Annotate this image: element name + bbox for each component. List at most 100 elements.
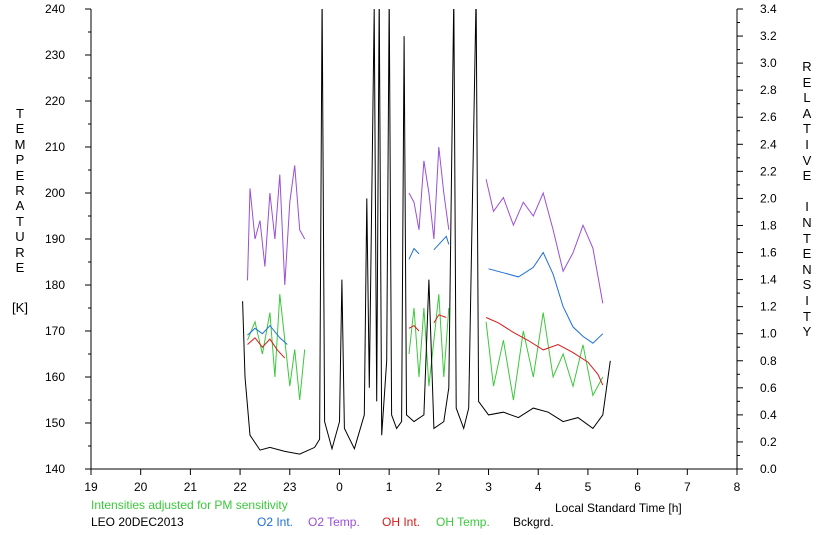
axis-label-letter: I: [805, 292, 809, 308]
axis-label-letter: [798, 184, 816, 200]
right-tick-label: 1.8: [760, 218, 777, 232]
axis-label-letter: A: [802, 105, 812, 121]
left-tick-label: 140: [45, 462, 65, 476]
x-tick-label: 19: [84, 480, 98, 494]
legend-item: O2 Temp.: [308, 515, 360, 529]
left-tick-label: 240: [45, 2, 65, 16]
x-tick-label: 0: [336, 480, 343, 494]
x-tick-label: 20: [134, 480, 148, 494]
left-axis-ticks: 140 150 160 170 180 190 200 210 220 230 240: [45, 2, 91, 476]
left-tick-label: 150: [45, 416, 65, 430]
right-tick-label: 0.2: [760, 435, 777, 449]
axis-label-letter: E: [15, 167, 25, 183]
x-tick-label: 22: [233, 480, 247, 494]
x-tick-label: 23: [283, 480, 297, 494]
station-date: LEO 20DEC2013: [91, 515, 184, 529]
axis-label-letter: A: [15, 198, 25, 214]
right-tick-label: 0.4: [760, 408, 777, 422]
series-line-o2-temp: [408, 146, 450, 240]
axis-label-letter: E: [15, 121, 25, 137]
axis-label-letter: R: [15, 244, 25, 260]
right-tick-label: 3.4: [760, 2, 777, 16]
x-tick-label: 6: [634, 480, 641, 494]
axis-label-letter: R: [802, 59, 812, 74]
right-tick-label: 2.4: [760, 137, 777, 151]
right-tick-label: 3.2: [760, 29, 777, 43]
axis-label-letter: L: [803, 90, 811, 106]
axis-label-letter: T: [16, 106, 24, 121]
right-tick-label: 1.0: [760, 327, 777, 341]
axis-label-letter: M: [14, 136, 26, 152]
axis-label-letter: R: [15, 182, 25, 198]
series-line-oh-temp: [485, 312, 604, 401]
right-axis-ticks: 0.0 0.2 0.4 0.6 0.8 1.0 1.2 1.4 1.6 1.8 2.0 2.2 2.4 2…: [737, 2, 777, 476]
left-tick-label: 220: [45, 94, 65, 108]
left-tick-label: 200: [45, 186, 65, 200]
axis-label-letter: Y: [802, 324, 812, 340]
axis-label-letter: N: [802, 214, 812, 230]
series-line-oh-temp: [408, 294, 450, 387]
series-line-o2-int: [488, 251, 604, 344]
axis-label-letter: V: [802, 152, 812, 168]
series-line-o2-int: [247, 324, 288, 345]
right-tick-label: 0.0: [760, 462, 777, 476]
x-tick-label: 7: [684, 480, 691, 494]
right-tick-label: 3.0: [760, 56, 777, 70]
axis-label-letter: E: [802, 74, 812, 90]
legend-item: OH Temp.: [436, 515, 490, 529]
right-tick-label: 1.6: [760, 246, 777, 260]
series-line-oh-int: [433, 314, 447, 324]
left-tick-label: 210: [45, 140, 65, 154]
axis-label-letter: N: [802, 261, 812, 277]
legend-item: O2 Int.: [257, 515, 294, 529]
left-tick-label: 230: [45, 48, 65, 62]
x-tick-label: 4: [535, 480, 542, 494]
axis-label-letter: T: [16, 213, 24, 229]
series-line-bckgrd: [242, 9, 611, 455]
series-line-oh-int: [247, 337, 286, 359]
left-tick-label: 160: [45, 370, 65, 384]
right-tick-label: 2.6: [760, 110, 777, 124]
axis-label-letter: S: [802, 277, 812, 293]
x-tick-label: 3: [485, 480, 492, 494]
plot-frame: [90, 9, 738, 470]
series-line-oh-int: [485, 317, 604, 386]
axis-label-letter: U: [15, 229, 25, 245]
right-tick-label: 0.6: [760, 381, 777, 395]
axis-label-letter: T: [803, 230, 811, 246]
axis-label-letter: I: [805, 199, 809, 215]
x-tick-label: 2: [436, 480, 443, 494]
left-axis-unit: [K]: [12, 300, 28, 315]
right-tick-label: 2.2: [760, 164, 777, 178]
x-axis-label: Local Standard Time [h]: [555, 501, 682, 515]
left-tick-label: 170: [45, 324, 65, 338]
left-tick-label: 180: [45, 278, 65, 292]
axis-label-letter: P: [15, 152, 25, 168]
right-tick-label: 1.4: [760, 273, 777, 287]
axis-label-letter: T: [803, 308, 811, 324]
legend-item: Bckgrd.: [513, 515, 554, 529]
series-lines: [242, 9, 611, 455]
right-tick-label: 2.8: [760, 83, 777, 97]
x-tick-label: 1: [386, 480, 393, 494]
series-line-o2-temp: [247, 165, 306, 286]
x-tick-label: 5: [585, 480, 592, 494]
legend-item: OH Int.: [382, 515, 421, 529]
axis-label-letter: E: [802, 246, 812, 262]
sensitivity-note: Intensities adjusted for PM sensitivity: [91, 498, 288, 512]
x-axis-ticks: 19 20 21 22 23 0 1 2 3 4 5 6 7 8: [84, 469, 741, 494]
series-line-oh-temp: [247, 294, 306, 401]
axis-label-letter: E: [802, 168, 812, 184]
axis-label-letter: E: [15, 259, 25, 275]
series-line-o2-int: [433, 235, 450, 251]
x-tick-label: 8: [734, 480, 741, 494]
series-line-o2-int: [408, 247, 420, 260]
x-tick-label: 21: [184, 480, 198, 494]
series-line-o2-temp: [485, 179, 604, 304]
right-tick-label: 2.0: [760, 191, 777, 205]
left-tick-label: 190: [45, 232, 65, 246]
series-line-oh-int: [408, 324, 420, 332]
